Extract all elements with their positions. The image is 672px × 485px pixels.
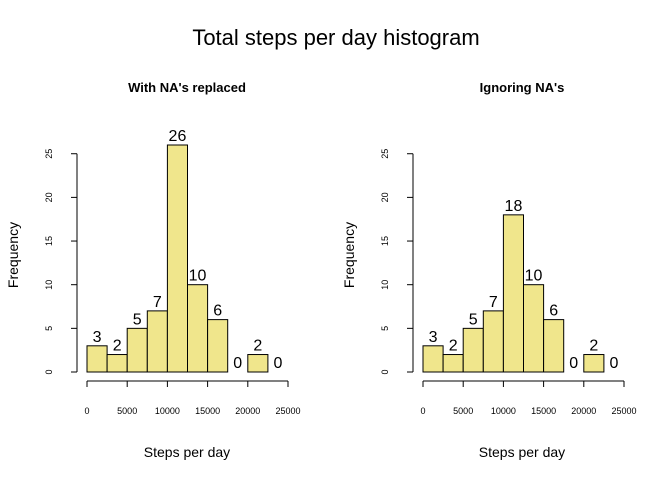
histogram-bar [442, 354, 464, 373]
x-tick-label: 5000 [453, 406, 473, 416]
y-tick-label: 10 [380, 280, 390, 290]
histogram-bar [106, 354, 128, 373]
bar-value-label: 7 [489, 294, 498, 311]
x-tick-label: 15000 [531, 406, 556, 416]
bar-value-label: 6 [213, 303, 222, 320]
bar-value-label: 5 [133, 311, 142, 328]
histogram-bar [187, 284, 209, 373]
bar-value-label: 26 [169, 128, 187, 145]
y-tick-label: 15 [44, 236, 54, 246]
histogram-bar [207, 319, 229, 373]
bar-value-label: 2 [113, 338, 122, 355]
y-tick-label: 15 [380, 236, 390, 246]
histogram-bar [126, 327, 148, 373]
histogram-bar [482, 310, 504, 373]
histogram-bar [462, 327, 484, 373]
panel-title: With NA's replaced [128, 80, 246, 95]
y-tick-label: 20 [380, 192, 390, 202]
x-tick-label: 25000 [275, 406, 300, 416]
x-tick-label: 0 [84, 406, 89, 416]
bar-value-label: 2 [253, 338, 262, 355]
y-tick-label: 5 [380, 326, 390, 331]
x-tick-label: 15000 [195, 406, 220, 416]
y-tick-label: 25 [380, 149, 390, 159]
bar-value-label: 2 [449, 338, 458, 355]
y-tick-label: 20 [44, 192, 54, 202]
x-axis-label: Steps per day [144, 444, 230, 460]
histogram-bar [523, 284, 545, 373]
y-axis-label: Frequency [5, 222, 21, 288]
x-tick-label: 0 [420, 406, 425, 416]
y-tick-label: 5 [44, 326, 54, 331]
x-axis-label: Steps per day [479, 444, 565, 460]
bar-value-label: 3 [429, 329, 438, 346]
x-tick-label: 20000 [571, 406, 596, 416]
x-tick-label: 20000 [235, 406, 260, 416]
y-tick-label: 25 [44, 149, 54, 159]
bar-value-label: 7 [153, 294, 162, 311]
histogram-panel-na-replaced: With NA's replaced Steps per day Frequen… [5, 80, 301, 460]
bar-value-label: 2 [589, 338, 598, 355]
x-tick-label: 25000 [611, 406, 636, 416]
figure-title: Total steps per day histogram [192, 25, 479, 50]
y-axis-label: Frequency [341, 222, 357, 288]
bar-value-label: 5 [469, 311, 478, 328]
bar-value-label: 10 [189, 268, 207, 285]
histogram-panel-ignoring-na: Ignoring NA's Steps per day Frequency 32… [341, 80, 637, 460]
bar-value-label: 10 [525, 268, 543, 285]
bar-value-label: 0 [273, 355, 282, 372]
histogram-bar [166, 144, 188, 373]
histogram-bar [422, 345, 444, 373]
y-tick-label: 0 [44, 369, 54, 374]
bar-value-label: 0 [609, 355, 618, 372]
histogram-bar [247, 354, 269, 373]
histogram-bar [543, 319, 565, 373]
bar-value-label: 6 [549, 303, 558, 320]
y-tick-label: 0 [380, 369, 390, 374]
x-tick-label: 10000 [491, 406, 516, 416]
histogram-bar [583, 354, 605, 373]
panel-title: Ignoring NA's [480, 80, 565, 95]
bar-value-label: 0 [569, 355, 578, 372]
bar-value-label: 0 [233, 355, 242, 372]
y-tick-label: 10 [44, 280, 54, 290]
histogram-bar [146, 310, 168, 373]
x-tick-label: 5000 [117, 406, 137, 416]
bar-value-label: 3 [93, 329, 102, 346]
histogram-bar [502, 214, 524, 373]
histogram-bar [86, 345, 108, 373]
x-tick-label: 10000 [155, 406, 180, 416]
bar-value-label: 18 [505, 198, 523, 215]
